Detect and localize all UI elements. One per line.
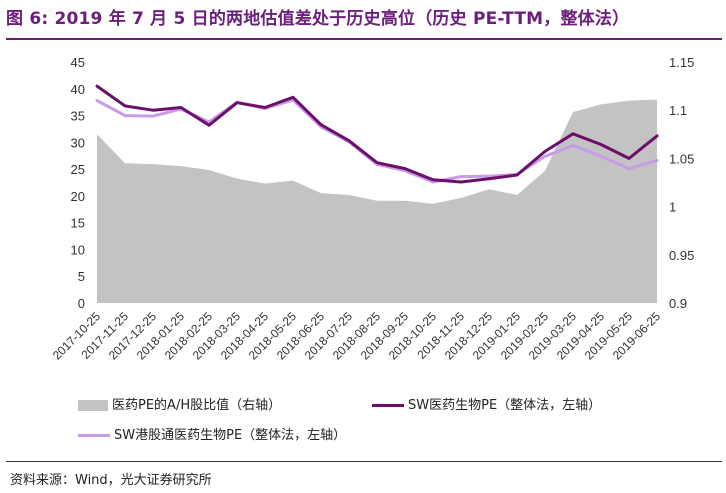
right-axis-tick-label: 0.9 [669, 296, 687, 311]
left-axis-tick-label: 5 [78, 269, 85, 284]
legend-label-sw-hk: SW港股通医药生物PE（整体法，左轴） [114, 428, 347, 443]
left-axis-tick-label: 0 [78, 296, 85, 311]
source-divider [6, 461, 722, 462]
legend-swatch-area [78, 400, 108, 411]
chart-title: 图 6: 2019 年 7 月 5 日的两地估值差处于历史高位（历史 PE-TT… [6, 9, 630, 29]
title-divider [6, 38, 722, 40]
left-axis-tick-label: 10 [71, 242, 85, 257]
right-axis-tick-label: 1.15 [669, 55, 694, 70]
legend-swatch-sw-hk [78, 434, 110, 437]
legend-label-ah-ratio: 医药PE的A/H股比值（右轴） [112, 398, 282, 413]
right-axis-tick-label: 1 [669, 200, 676, 215]
right-axis-tick-label: 0.95 [669, 248, 694, 263]
left-axis-tick-label: 15 [71, 216, 85, 231]
left-axis-tick-label: 25 [71, 162, 85, 177]
legend-item-ah-ratio: 医药PE的A/H股比值（右轴） [78, 394, 281, 413]
legend-swatch-sw-pharma [372, 404, 404, 407]
legend-item-sw-hk: SW港股通医药生物PE（整体法，左轴） [78, 424, 346, 443]
source-note: 资料来源：Wind，光大证券研究所 [10, 473, 212, 488]
left-axis-tick-label: 35 [71, 109, 85, 124]
area-series-ah-ratio [97, 99, 657, 303]
left-axis-tick-label: 30 [71, 135, 85, 150]
pe-chart: 0510152025303540450.90.9511.051.11.15201… [50, 55, 695, 363]
legend-label-sw-pharma: SW医药生物PE（整体法，左轴） [408, 398, 602, 413]
legend-item-sw-pharma: SW医药生物PE（整体法，左轴） [372, 394, 601, 413]
left-axis-tick-label: 40 [71, 82, 85, 97]
left-axis-tick-label: 45 [71, 55, 85, 70]
line-series-sw-pharma [95, 84, 659, 184]
right-axis-tick-label: 1.05 [669, 151, 694, 166]
right-axis-tick-label: 1.1 [669, 103, 687, 118]
left-axis-tick-label: 20 [71, 189, 85, 204]
